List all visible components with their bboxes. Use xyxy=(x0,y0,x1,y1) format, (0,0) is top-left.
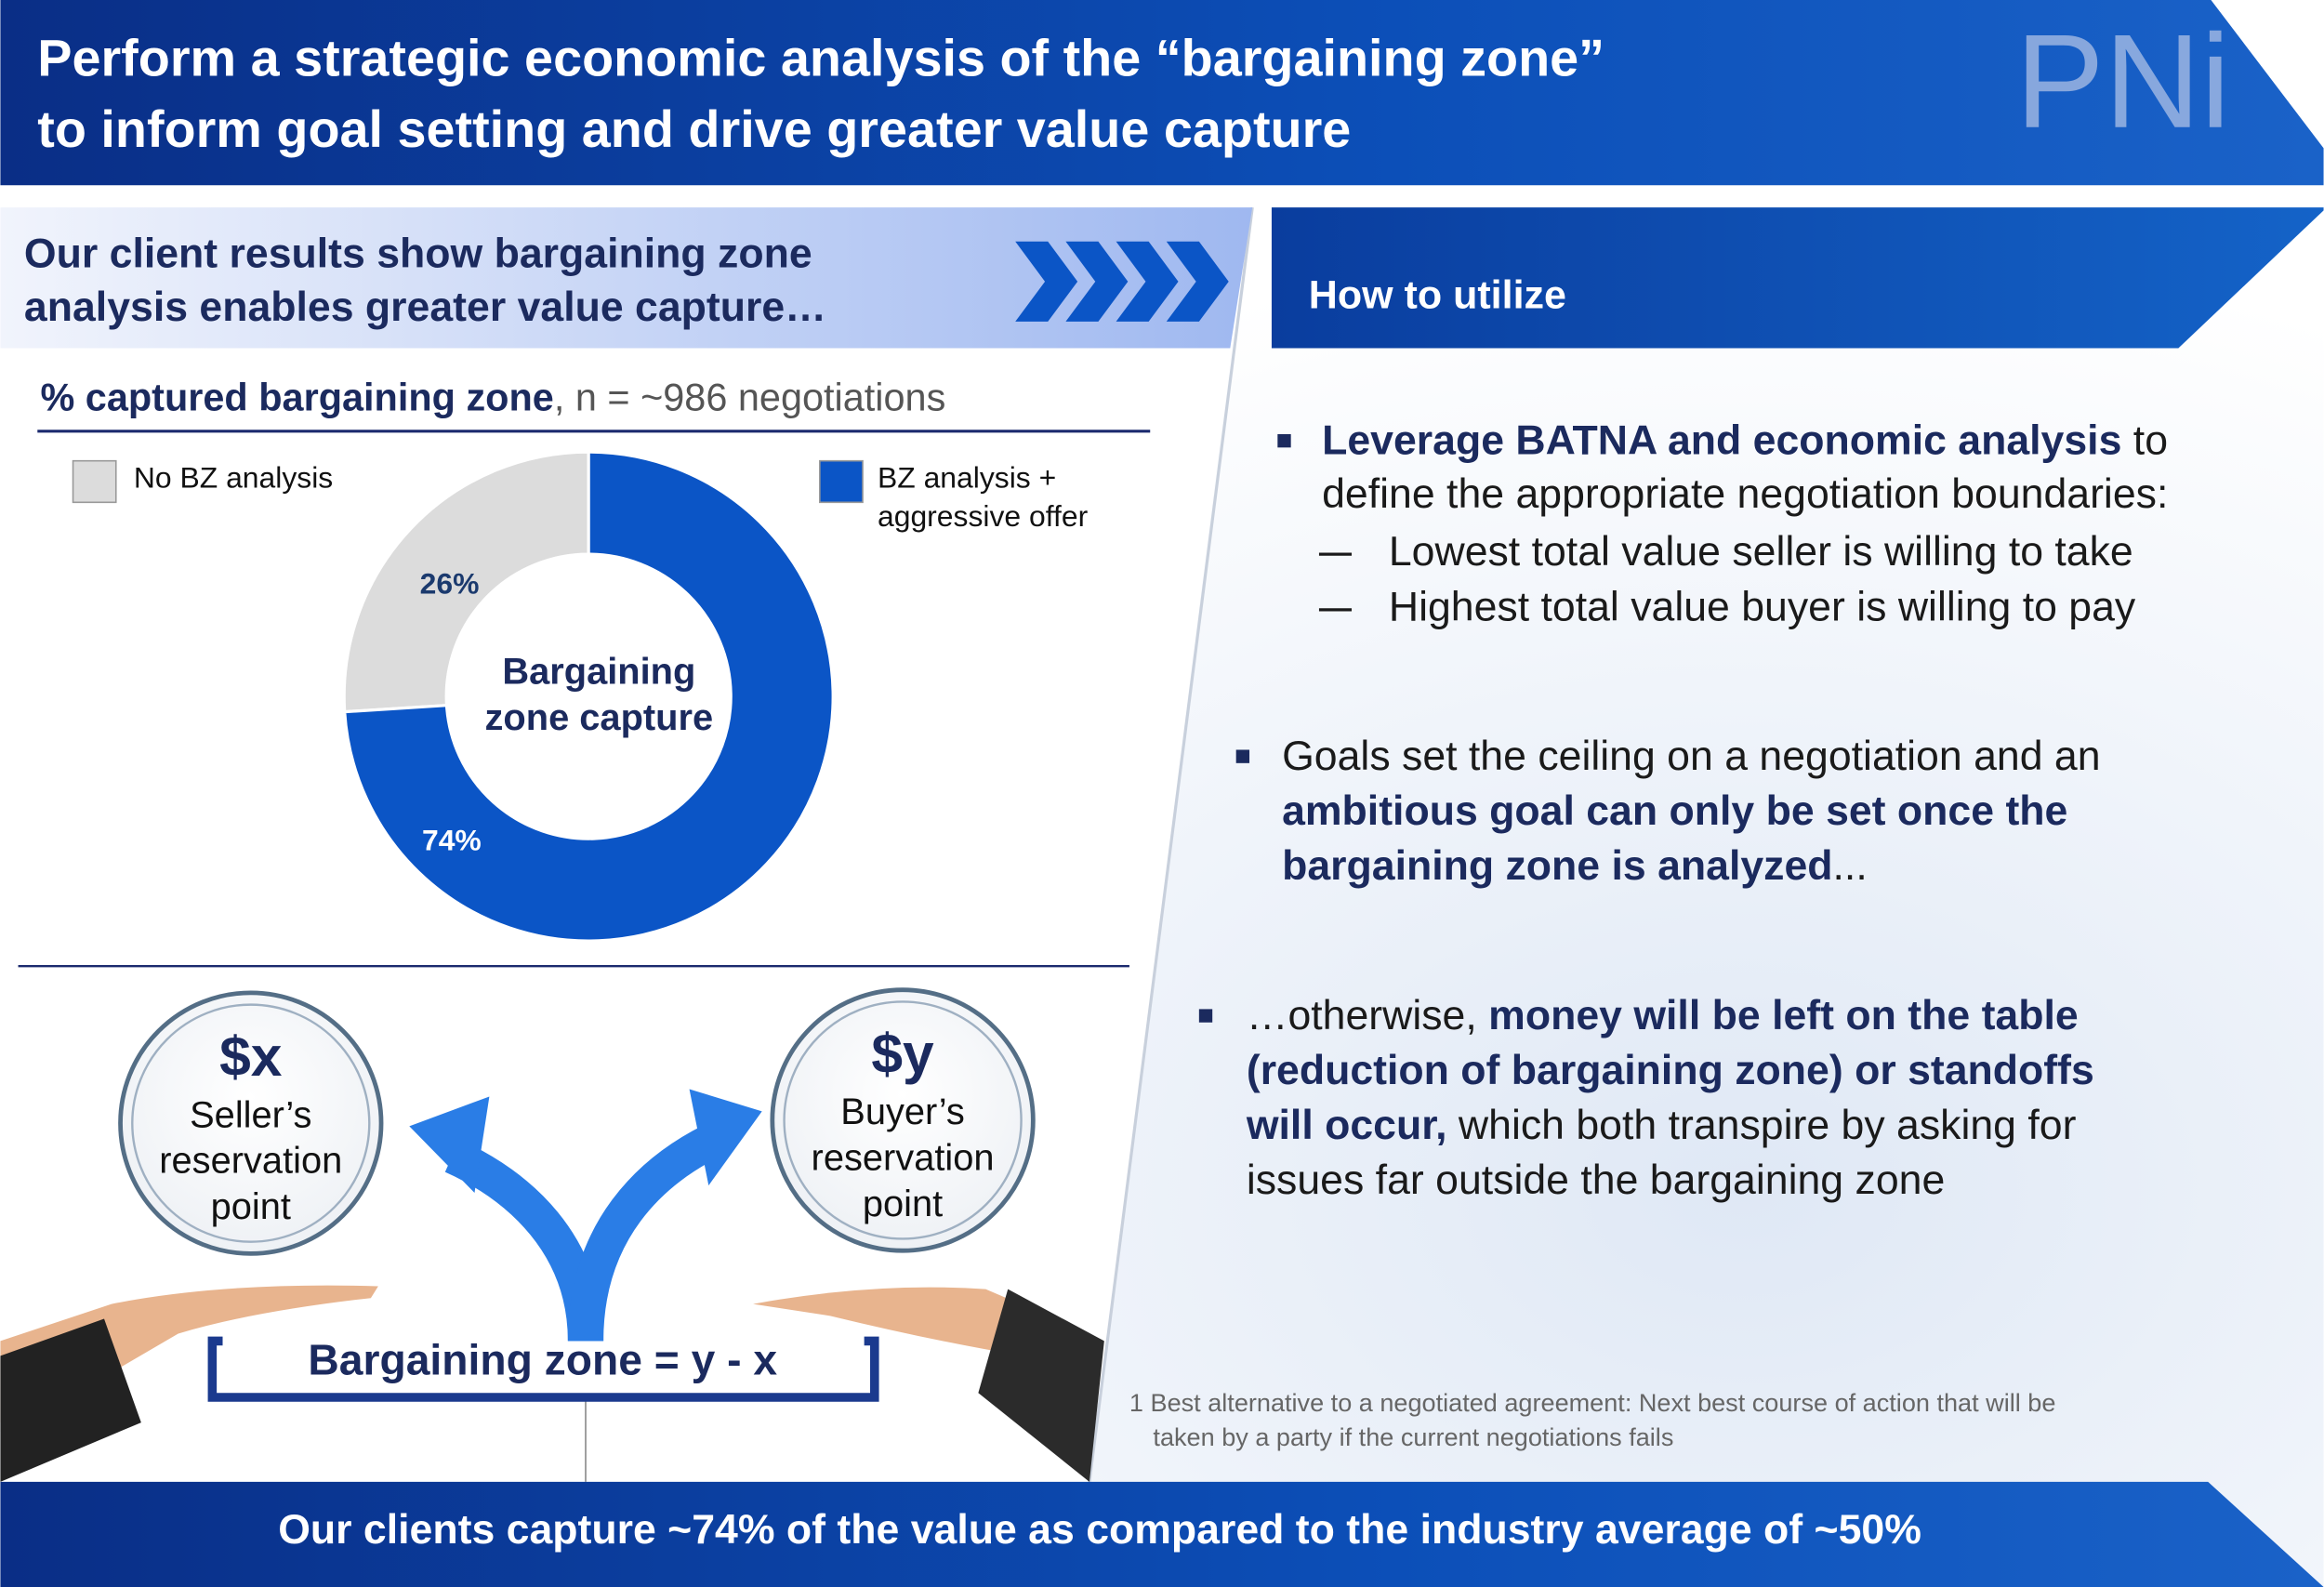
text-run: ... xyxy=(1833,843,1868,889)
buyer-circle xyxy=(770,987,1036,1253)
bullet-line: …otherwise, money will be left on the ta… xyxy=(1247,993,2079,1038)
seller-ring xyxy=(131,1003,371,1243)
bullet-line: ambitious goal can only be set once the xyxy=(1282,788,2067,834)
logo: PNi xyxy=(2015,7,2230,156)
bullet-marker xyxy=(1198,1009,1213,1023)
footnote-line: taken by a party if the current negotiat… xyxy=(1153,1422,1673,1451)
seller-label: Seller’s xyxy=(190,1094,311,1135)
divider xyxy=(1088,206,1254,1483)
text-run: …otherwise, xyxy=(1247,993,1488,1038)
bullet-line: issues far outside the bargaining zone xyxy=(1247,1157,1945,1203)
sleeve-right xyxy=(978,1289,1104,1482)
sleeve-left xyxy=(0,1318,141,1482)
header-band xyxy=(0,0,2324,186)
left-heading-line: analysis enables greater value capture… xyxy=(24,284,826,330)
donut-segment xyxy=(343,450,835,943)
bullet-line: Leverage BATNA and economic analysis to xyxy=(1322,417,2168,463)
bullet-line: will occur, which both transpire by aski… xyxy=(1246,1103,2077,1148)
content: Perform a strategic economic analysis of… xyxy=(24,7,2230,1553)
bullet-line: (reduction of bargaining zone) or stando… xyxy=(1247,1048,2094,1093)
sub-item: Lowest total value seller is willing to … xyxy=(1389,529,2133,575)
bullet-line: Goals set the ceiling on a negotiation a… xyxy=(1282,734,2100,779)
chart-subtitle: , n = ~986 negotiations xyxy=(554,375,945,418)
right-heading-band xyxy=(1271,207,2324,349)
value-label: 26% xyxy=(420,566,480,600)
text-run: bargaining zone is analyzed xyxy=(1282,843,1832,889)
footer-text: Our clients capture ~74% of the value as… xyxy=(278,1507,1921,1553)
seller-circle xyxy=(118,990,384,1256)
bullet-marker xyxy=(1235,749,1250,763)
hand-left xyxy=(0,1285,378,1423)
sub-item: Highest total value buyer is willing to … xyxy=(1389,585,2136,630)
value-label: 74% xyxy=(422,823,482,856)
text-run: will occur, xyxy=(1246,1103,1447,1148)
bullet-marker xyxy=(1277,433,1291,448)
chevrons xyxy=(1015,241,1229,322)
buyer-symbol: $y xyxy=(871,1022,934,1085)
bullet-line: bargaining zone is analyzed... xyxy=(1282,843,1868,889)
buyer-label: point xyxy=(863,1184,943,1224)
legend-swatch xyxy=(72,459,117,504)
text-run: which both transpire by asking for xyxy=(1447,1103,2077,1148)
seller-label: reservation xyxy=(159,1141,342,1182)
title-line: Perform a strategic economic analysis of… xyxy=(37,30,1604,87)
text-run: ambitious goal can only be set once the xyxy=(1282,788,2067,834)
left-heading-band xyxy=(0,207,1253,349)
hand-right xyxy=(753,1287,1038,1356)
legend-label: BZ analysis + aggressive offer xyxy=(877,462,1089,534)
text-run: (reduction of bargaining zone) or stando… xyxy=(1247,1048,2094,1093)
buyer-ring xyxy=(783,1000,1023,1240)
formula: Bargaining zone = y - x xyxy=(308,1336,777,1384)
legend-item: BZ analysis + aggressive offer xyxy=(877,462,1089,534)
text-run: issues far outside the bargaining zone xyxy=(1247,1157,1945,1203)
arrow-head-left xyxy=(409,1096,490,1194)
text-run: define the appropriate negotiation bound… xyxy=(1322,471,2168,517)
text-run: Goals set the ceiling on a negotiation a… xyxy=(1282,734,2100,779)
legend-label: No BZ analysis xyxy=(133,462,334,496)
right-heading: How to utilize xyxy=(1309,273,1566,318)
title-line: to inform goal setting and drive greater… xyxy=(37,100,1351,158)
seller-symbol: $x xyxy=(219,1025,283,1088)
formula-bracket xyxy=(207,1336,879,1402)
text-run: to xyxy=(2121,417,2168,463)
chart-title: % captured bargaining zone, n = ~986 neg… xyxy=(40,375,945,418)
text-run: Leverage BATNA and economic analysis xyxy=(1322,417,2121,463)
text-run: money will be left on the table xyxy=(1488,993,2079,1038)
bullet-line: define the appropriate negotiation bound… xyxy=(1322,471,2168,517)
buyer-label: Buyer’s xyxy=(840,1091,965,1132)
donut-segment xyxy=(342,450,590,714)
chart-title-main: % captured bargaining zone xyxy=(40,375,553,418)
center-label: Bargaining xyxy=(502,652,695,693)
buyer-label: reservation xyxy=(812,1138,995,1179)
center-label: zone capture xyxy=(485,697,714,738)
legend-item: No BZ analysis xyxy=(133,462,334,496)
left-heading-line: Our client results show bargaining zone xyxy=(24,231,812,277)
arrow-head-right xyxy=(689,1089,762,1186)
footnote-line: 1 Best alternative to a negotiated agree… xyxy=(1129,1388,2055,1417)
seller-label: point xyxy=(211,1186,291,1227)
legend-swatch xyxy=(819,459,864,504)
footer-band xyxy=(0,1481,2324,1587)
